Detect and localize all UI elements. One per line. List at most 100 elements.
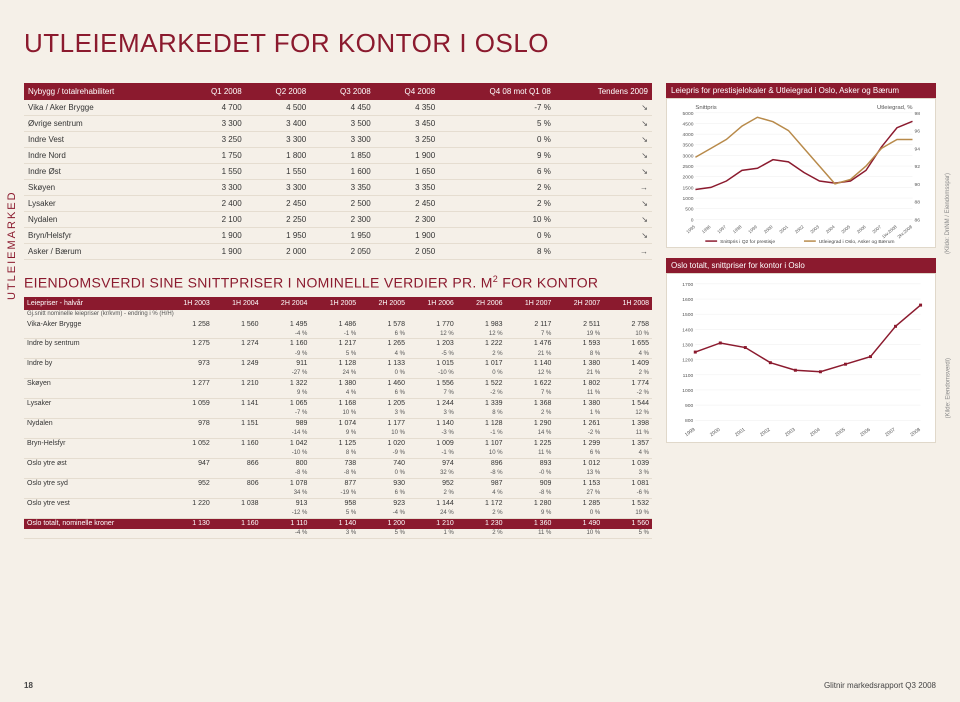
- left-column: Nybygg / totalrehabilitertQ1 2008Q2 2008…: [24, 83, 652, 539]
- table-header: 2H 2004: [262, 297, 311, 310]
- table-row: Oslo ytre syd9528061 0788779309529879091…: [24, 479, 652, 490]
- svg-text:1500: 1500: [683, 185, 694, 191]
- chart2-source: (Kilde: Eiendomsverdi): [945, 358, 951, 418]
- table-header: Q2 2008: [246, 83, 311, 100]
- svg-text:1999: 1999: [747, 224, 758, 235]
- svg-text:88: 88: [914, 200, 920, 206]
- table-row: Nydalen2 1002 2502 3002 30010 %: [24, 212, 652, 228]
- price-history-table: Leiepriser - halvår1H 20031H 20042H 2004…: [24, 297, 652, 539]
- table-header: Q1 2008: [181, 83, 246, 100]
- trend-icon: [555, 228, 652, 244]
- table-row: Indre by9731 2499111 1281 1331 0151 0171…: [24, 359, 652, 370]
- table-header: 1H 2004: [213, 297, 262, 310]
- svg-text:2006: 2006: [856, 224, 867, 235]
- table-row: Lysaker2 4002 4502 5002 4502 %: [24, 196, 652, 212]
- svg-text:1998: 1998: [732, 224, 743, 235]
- chart1-source: (Kilde: DnNM / Eiendomsspar): [945, 173, 951, 254]
- subtitle: EIENDOMSVERDI SINE SNITTPRISER I NOMINEL…: [24, 274, 652, 291]
- svg-text:2000: 2000: [763, 224, 774, 235]
- svg-text:2008: 2008: [909, 427, 922, 438]
- svg-text:1200: 1200: [682, 358, 693, 364]
- page-number: 18: [24, 681, 33, 690]
- svg-text:Utleiegrad i Oslo, Asker og Bæ: Utleiegrad i Oslo, Asker og Bærum: [819, 239, 895, 245]
- table-header: Q3 2008: [310, 83, 375, 100]
- table-row: Indre by sentrum1 2751 2741 1601 2171 26…: [24, 339, 652, 350]
- svg-text:3000: 3000: [683, 153, 694, 159]
- table-header: 2H 2005: [359, 297, 408, 310]
- table-header: 1H 2003: [164, 297, 213, 310]
- svg-text:1999: 1999: [684, 427, 697, 438]
- svg-text:4500: 4500: [683, 121, 694, 127]
- svg-text:86: 86: [914, 217, 920, 223]
- svg-text:900: 900: [685, 403, 693, 409]
- table-row: Nydalen9781 1519891 0741 1771 1401 1281 …: [24, 419, 652, 430]
- svg-text:2000: 2000: [709, 427, 722, 438]
- table-row: Vika / Aker Brygge4 7004 5004 4504 350-7…: [24, 100, 652, 116]
- svg-text:2kv.2008: 2kv.2008: [896, 224, 913, 240]
- svg-text:1997: 1997: [716, 224, 727, 235]
- trend-icon: [555, 132, 652, 148]
- table-header: Q4 2008: [375, 83, 440, 100]
- chart1-area: SnittprisUtleiegrad, %050010001500200025…: [666, 98, 936, 248]
- svg-text:2002: 2002: [759, 427, 772, 438]
- table-total-row: Oslo totalt, nominelle kroner1 1301 1601…: [24, 518, 652, 529]
- table-row: Indre Nord1 7501 8001 8501 9009 %: [24, 148, 652, 164]
- chart2-title: Oslo totalt, snittpriser for kontor i Os…: [666, 258, 936, 273]
- chart1-svg: SnittprisUtleiegrad, %050010001500200025…: [667, 99, 935, 247]
- svg-text:800: 800: [685, 418, 693, 424]
- table-header: 2H 2006: [457, 297, 506, 310]
- table-header: 1H 2005: [310, 297, 359, 310]
- svg-text:3500: 3500: [683, 143, 694, 149]
- page-title: UTLEIEMARKEDET FOR KONTOR I OSLO: [24, 28, 936, 59]
- chart-prestige: Leiepris for prestisjelokaler & Utleiegr…: [666, 83, 936, 248]
- svg-text:2004: 2004: [809, 427, 822, 438]
- svg-text:1400: 1400: [682, 327, 693, 333]
- svg-text:500: 500: [685, 207, 693, 213]
- svg-text:5000: 5000: [683, 111, 694, 117]
- svg-text:2004: 2004: [825, 224, 836, 235]
- rent-table: Nybygg / totalrehabilitertQ1 2008Q2 2008…: [24, 83, 652, 260]
- trend-icon: [555, 116, 652, 132]
- trend-icon: [555, 180, 652, 196]
- table-row: Øvrige sentrum3 3003 4003 5003 4505 %: [24, 116, 652, 132]
- svg-text:2007: 2007: [871, 224, 882, 235]
- table-header: Q4 08 mot Q1 08: [439, 83, 555, 100]
- svg-text:0: 0: [691, 217, 694, 223]
- trend-icon: [555, 196, 652, 212]
- vertical-section-label: UTLEIEMARKED: [6, 190, 18, 300]
- table-header: Nybygg / totalrehabilitert: [24, 83, 181, 100]
- chart-oslo-total: Oslo totalt, snittpriser for kontor i Os…: [666, 258, 936, 443]
- svg-text:2002: 2002: [794, 224, 805, 235]
- svg-text:1000: 1000: [683, 196, 694, 202]
- svg-text:90: 90: [914, 182, 920, 188]
- svg-text:98: 98: [914, 111, 920, 117]
- table-header: Leiepriser - halvår: [24, 297, 164, 310]
- table-header: Tendens 2009: [555, 83, 652, 100]
- svg-text:2500: 2500: [683, 164, 694, 170]
- svg-text:2005: 2005: [840, 224, 851, 235]
- svg-text:1600: 1600: [682, 297, 693, 303]
- svg-text:1500: 1500: [682, 312, 693, 318]
- table-header: 1H 2006: [408, 297, 457, 310]
- svg-text:2007: 2007: [884, 427, 897, 438]
- table-row: Skøyen1 2771 2101 3221 3801 4601 5561 52…: [24, 379, 652, 390]
- svg-text:Snittpris i Q2 for prestisje: Snittpris i Q2 for prestisje: [720, 239, 775, 245]
- svg-text:2005: 2005: [834, 427, 847, 438]
- trend-icon: [555, 100, 652, 116]
- svg-text:1700: 1700: [682, 282, 693, 288]
- svg-text:Snittpris: Snittpris: [695, 105, 716, 111]
- svg-text:1000: 1000: [682, 388, 693, 394]
- svg-text:1kv.2008: 1kv.2008: [881, 224, 898, 240]
- table-row: Bryn-Helsfyr1 0521 1601 0421 1251 0201 0…: [24, 439, 652, 450]
- footer: 18 Glitnir markedsrapport Q3 2008: [24, 681, 936, 690]
- svg-text:1300: 1300: [682, 342, 693, 348]
- svg-text:2001: 2001: [734, 427, 747, 438]
- table-row: Asker / Bærum1 9002 0002 0502 0508 %: [24, 244, 652, 260]
- trend-icon: [555, 244, 652, 260]
- svg-text:2000: 2000: [683, 175, 694, 181]
- table-row: Bryn/Helsfyr1 9001 9501 9501 9000 %: [24, 228, 652, 244]
- chart2-svg: 8009001000110012001300140015001600170019…: [667, 274, 935, 442]
- footer-text: Glitnir markedsrapport Q3 2008: [824, 681, 936, 690]
- svg-text:96: 96: [914, 129, 920, 135]
- table-row: Oslo ytre vest1 2201 0389139589231 1441 …: [24, 498, 652, 509]
